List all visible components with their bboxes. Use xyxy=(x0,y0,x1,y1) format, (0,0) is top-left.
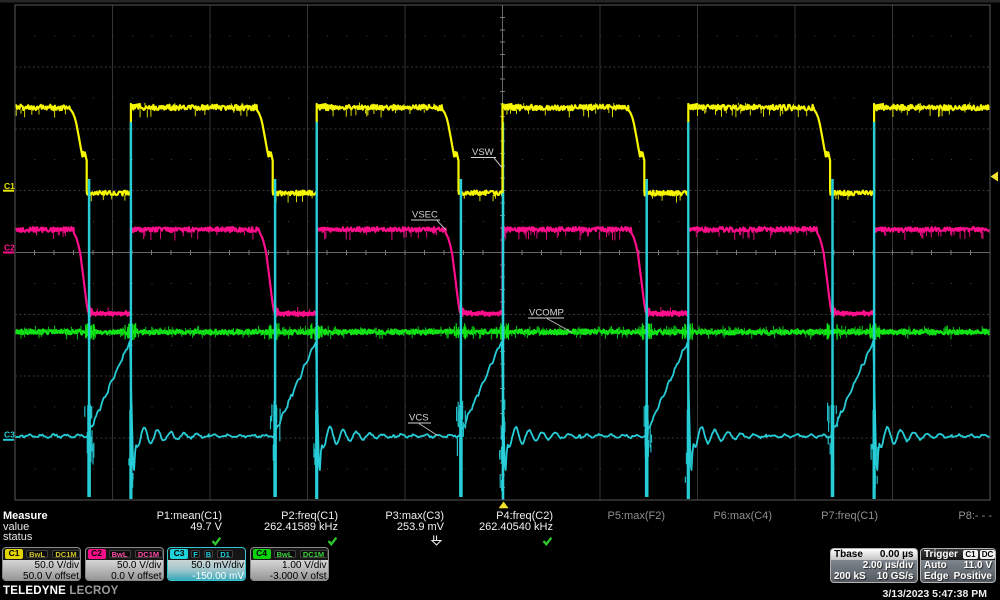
svg-text:VSW: VSW xyxy=(472,147,494,158)
svg-text:C3: C3 xyxy=(4,430,15,440)
svg-text:VCS: VCS xyxy=(409,413,429,424)
svg-text:C2: C2 xyxy=(4,243,15,253)
svg-text:VCOMP: VCOMP xyxy=(529,308,564,319)
svg-text:C1: C1 xyxy=(4,181,15,191)
svg-text:VSEC: VSEC xyxy=(412,210,438,221)
